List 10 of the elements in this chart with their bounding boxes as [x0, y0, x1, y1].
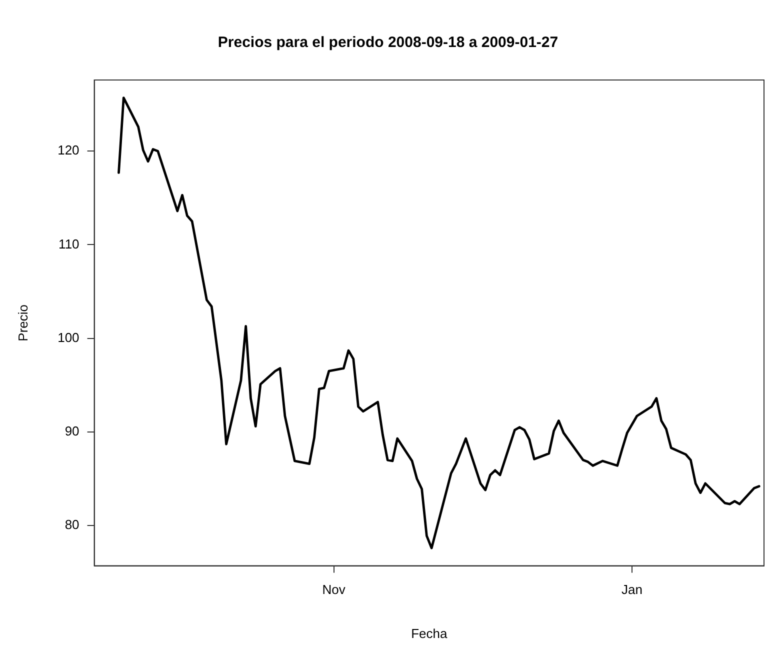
y-tick-label: 110 [58, 236, 80, 252]
y-tick-label: 80 [64, 517, 80, 532]
x-tick-label: Nov [322, 582, 346, 598]
y-tick-label: 90 [64, 424, 80, 439]
x-axis-title: Fecha [411, 626, 448, 641]
y-axis-title: Precio [15, 304, 30, 342]
y-tick-label: 100 [58, 330, 80, 345]
chart-title: Precios para el periodo 2008-09-18 a 2009-01-27 [218, 34, 558, 52]
x-tick-label: Jan [622, 582, 642, 598]
y-tick-label: 120 [58, 142, 80, 158]
